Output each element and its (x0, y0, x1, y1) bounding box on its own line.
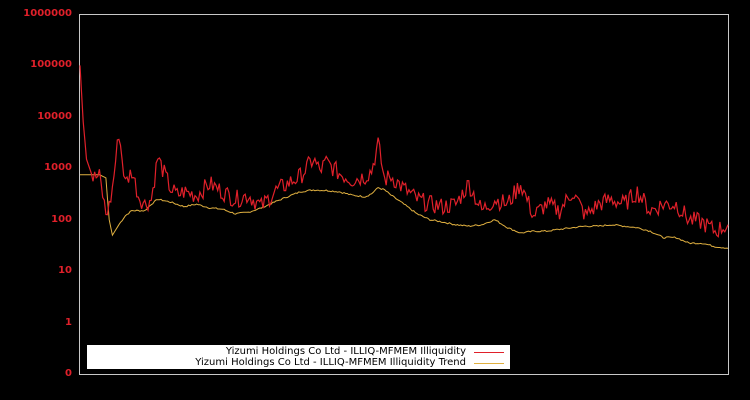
series-illiquidity-line (79, 65, 729, 238)
y-tick-label: 100000 (30, 59, 72, 71)
y-tick-label: 10000 (37, 110, 72, 122)
y-tick-label: 1000 (44, 162, 72, 174)
y-tick-label: 10 (58, 265, 72, 277)
legend-label: Yizumi Holdings Co Ltd - ILLIQ-MFMEM Ill… (225, 346, 466, 357)
y-tick-label: 100 (51, 213, 72, 225)
legend-swatch-red (474, 351, 504, 353)
plot-frame (79, 14, 729, 375)
legend-item-trend: Yizumi Holdings Co Ltd - ILLIQ-MFMEM Ill… (195, 357, 504, 369)
legend-label: Yizumi Holdings Co Ltd - ILLIQ-MFMEM Ill… (195, 357, 466, 368)
legend-item-illiquidity: Yizumi Holdings Co Ltd - ILLIQ-MFMEM Ill… (226, 346, 504, 358)
legend: Yizumi Holdings Co Ltd - ILLIQ-MFMEM Ill… (87, 345, 510, 369)
legend-swatch-gold (474, 362, 504, 364)
series-layer (79, 65, 729, 249)
y-tick-label: 0 (65, 368, 72, 379)
y-tick-label: 1000000 (23, 8, 72, 19)
series-trend-line (80, 174, 729, 249)
y-tick-label: 1 (65, 316, 72, 328)
